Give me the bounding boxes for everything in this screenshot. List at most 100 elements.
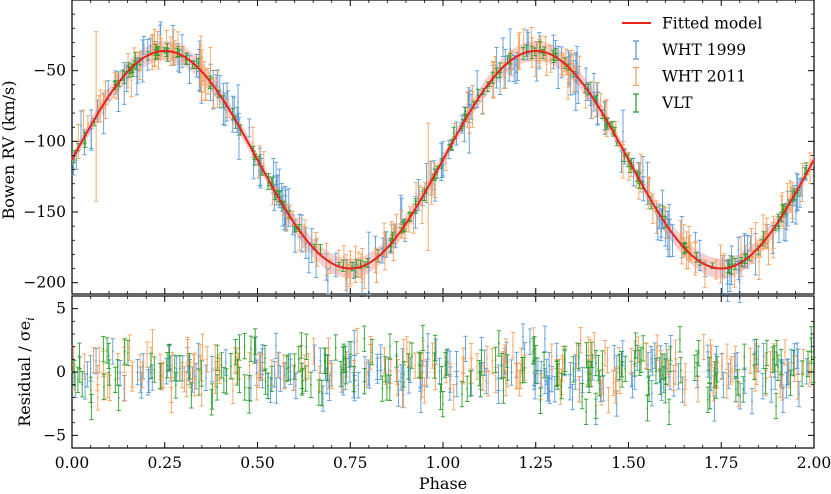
residual-errorbar-1 (275, 351, 281, 378)
residual-errorbar-2 (541, 352, 547, 379)
residual-errorbar-2 (341, 346, 346, 374)
residual-errorbar-2 (224, 368, 229, 395)
residual-errorbar-2 (122, 338, 127, 365)
residual-errorbar-0 (82, 373, 88, 400)
residual-errorbar-1 (474, 353, 480, 380)
residual-errorbar-2 (299, 369, 305, 396)
errorbar-1 (343, 254, 349, 276)
residual-errorbar-0 (761, 342, 766, 370)
residual-errorbar-2 (253, 328, 258, 355)
residual-errorbar-1 (510, 332, 516, 359)
residual-errorbar-1 (130, 361, 135, 388)
legend-swatch-vlt (633, 93, 639, 113)
x-tick-label: 0.25 (147, 454, 182, 472)
residual-errorbar-2 (101, 373, 107, 400)
residual-errorbar-2 (167, 344, 172, 371)
residual-errorbar-2 (252, 337, 257, 364)
residual-errorbar-1 (724, 343, 730, 370)
bottom-panel: −5 0 5 0.00 0.25 0.50 0.75 1.00 1.25 1.50 1.75 2.0… (15, 295, 831, 493)
errorbar-2 (463, 107, 468, 116)
residual-errorbar-0 (273, 332, 279, 360)
residual-errorbar-1 (230, 377, 236, 404)
residual-errorbar-0 (760, 373, 766, 400)
model-line (71, 49, 815, 270)
legend-swatch-wht1999 (633, 40, 639, 60)
residual-errorbar-1 (719, 353, 724, 380)
residual-errorbar-1 (433, 363, 438, 391)
residual-errorbar-2 (104, 337, 110, 364)
errorbar-2 (529, 45, 534, 59)
residual-errorbar-1 (260, 353, 265, 381)
residual-errorbar-2 (210, 383, 215, 410)
residual-errorbar-2 (80, 371, 85, 398)
residual-errorbar-2 (663, 377, 668, 404)
residual-errorbar-2 (196, 369, 202, 396)
top-panel: −200 −150 −100 −50 Bowen RV (km/s) Fitted m… (0, 0, 815, 303)
residual-errorbar-2 (712, 361, 717, 388)
residual-errorbar-0 (570, 383, 575, 411)
residual-errorbar-1 (602, 340, 608, 367)
errorbar-0 (511, 55, 517, 82)
residual-errorbar-0 (532, 373, 538, 400)
errorbar-1 (411, 203, 416, 234)
errorbar-2 (340, 259, 346, 272)
residual-errorbar-0 (196, 342, 201, 370)
residual-errorbar-2 (303, 365, 308, 392)
residual-errorbar-2 (571, 356, 576, 383)
residual-errorbar-2 (89, 393, 94, 421)
residual-errorbar-2 (246, 374, 252, 402)
residual-errorbar-1 (574, 342, 579, 369)
residual-errorbar-1 (480, 364, 486, 391)
residual-errorbar-2 (465, 375, 470, 402)
residual-errorbar-1 (354, 327, 360, 355)
x-tick-label: 0.75 (333, 454, 368, 472)
residual-errorbar-1 (519, 347, 524, 374)
residual-errorbar-2 (242, 332, 247, 360)
errorbar-0 (213, 74, 219, 96)
x-tick-label: 2.00 (797, 454, 831, 472)
residual-errorbar-1 (329, 363, 335, 390)
residual-errorbar-2 (401, 361, 407, 388)
residual-errorbar-0 (425, 333, 431, 360)
residual-errorbar-2 (343, 345, 348, 372)
residual-errorbar-0 (630, 372, 635, 399)
residual-errorbar-0 (544, 358, 549, 386)
residual-errorbar-2 (714, 356, 720, 383)
residual-errorbar-2 (562, 348, 567, 375)
residual-errorbar-1 (184, 370, 189, 398)
residual-errorbar-2 (479, 349, 484, 376)
errorbar-0 (222, 92, 228, 127)
bottom-x-ticks: 0.00 0.25 0.50 0.75 1.00 1.25 1.50 1.75 2.00 (55, 296, 831, 472)
errorbar-1 (563, 48, 569, 72)
residual-errorbar-0 (352, 329, 357, 357)
residual-errorbar-0 (769, 376, 774, 403)
residual-errorbar-2 (623, 355, 628, 383)
errorbar-1 (517, 31, 522, 69)
residual-errorbar-2 (668, 345, 673, 373)
legend-swatch-wht2011 (633, 66, 639, 87)
residual-errorbar-2 (496, 330, 502, 357)
residual-errorbar-1 (317, 365, 322, 392)
residual-errorbar-2 (501, 377, 506, 404)
errorbar-1 (548, 44, 553, 73)
residual-errorbar-0 (785, 358, 791, 385)
errorbar-2 (732, 257, 738, 270)
errorbar-1 (718, 244, 723, 284)
residual-errorbar-2 (596, 355, 601, 382)
residual-errorbar-1 (629, 347, 634, 375)
residual-errorbar-2 (325, 355, 330, 382)
legend-label-wht1999: WHT 1999 (662, 41, 746, 59)
errorbar-1 (589, 81, 595, 120)
residual-errorbar-1 (748, 347, 753, 375)
residual-errorbar-2 (333, 334, 338, 361)
errorbar-2 (126, 65, 132, 78)
residual-errorbar-0 (542, 367, 548, 395)
residual-errorbar-2 (164, 352, 170, 379)
residual-errorbar-0 (312, 344, 317, 371)
residual-errorbar-2 (741, 376, 746, 403)
residual-errorbar-1 (451, 384, 456, 411)
residual-errorbar-1 (578, 327, 583, 354)
errorbar-0 (71, 159, 76, 176)
residual-errorbar-1 (795, 373, 801, 400)
residual-errorbar-1 (182, 366, 187, 393)
